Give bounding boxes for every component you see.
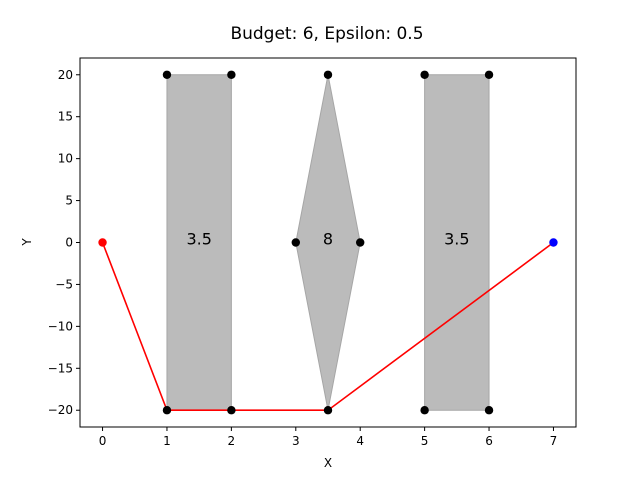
y-tick-label-4: 0 [65, 236, 73, 250]
vertex-point-3 [323, 70, 333, 79]
x-tick-label-3: 3 [292, 434, 300, 448]
vertex-point-6 [291, 238, 300, 247]
x-tick-label-4: 4 [356, 434, 364, 448]
start-point [98, 238, 107, 247]
axes: 0 1 2 3 4 5 6 7 −20 −15 −10 −5 0 5 10 15 20 [48, 68, 558, 448]
y-tick-label-0: −20 [48, 403, 73, 417]
vertex-point-10 [323, 406, 333, 415]
vertex-point-1 [162, 70, 172, 79]
y-tick-label-3: −5 [55, 277, 73, 291]
vertex-point-8 [162, 406, 172, 415]
x-axis-label: X [324, 456, 332, 470]
x-tick-label-5: 5 [421, 434, 429, 448]
vertex-point-11 [420, 406, 429, 415]
goal-point [549, 238, 558, 247]
y-tick-label-2: −10 [48, 319, 73, 333]
y-tick-label-5: 5 [65, 194, 73, 208]
y-tick-label-8: 20 [58, 68, 73, 82]
vertex-point-9 [227, 406, 236, 415]
chart-title: Budget: 6, Epsilon: 0.5 [230, 24, 423, 44]
vertex-point-5 [484, 70, 494, 79]
vertex-point-12 [484, 406, 494, 415]
plot-area: 3.5 8 3.5 [98, 70, 558, 415]
x-tick-label-0: 0 [99, 434, 107, 448]
obstacle-label-3: 3.5 [444, 229, 469, 248]
x-tick-label-2: 2 [228, 434, 236, 448]
y-axis-label: Y [20, 238, 34, 247]
y-tick-label-1: −15 [48, 361, 73, 375]
x-tick-label-7: 7 [550, 434, 558, 448]
x-tick-label-6: 6 [485, 434, 493, 448]
obstacle-label-1: 3.5 [186, 229, 211, 248]
vertex-point-4 [420, 70, 429, 79]
obstacle-label-2: 8 [323, 229, 333, 248]
y-tick-label-6: 10 [58, 152, 73, 166]
y-tick-label-7: 15 [58, 110, 73, 124]
vertex-point-7 [356, 238, 365, 247]
x-tick-label-1: 1 [163, 434, 171, 448]
vertex-point-2 [227, 70, 236, 79]
